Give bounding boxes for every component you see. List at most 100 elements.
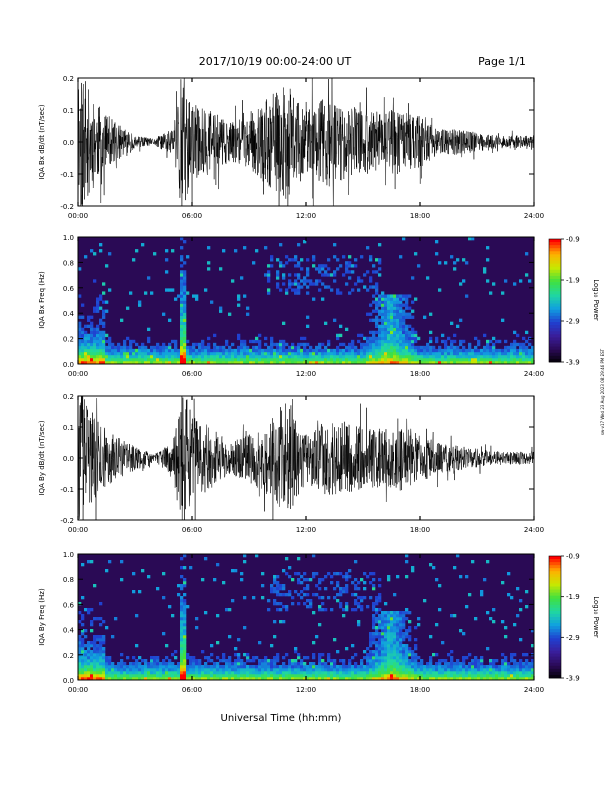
heatmap-cell	[120, 578, 124, 582]
heatmap-cell	[183, 659, 187, 663]
heatmap-cell	[369, 638, 373, 642]
heatmap-cell	[108, 360, 112, 365]
heatmap-cell	[426, 345, 430, 350]
heatmap-cell	[204, 354, 208, 359]
heatmap-cell	[375, 330, 379, 335]
heatmap-cell	[279, 360, 283, 365]
heatmap-cell	[243, 342, 247, 347]
heatmap-cell	[81, 360, 85, 365]
heatmap-cell	[228, 360, 232, 365]
heatmap-cell	[267, 276, 271, 280]
heatmap-cell	[405, 653, 409, 657]
heatmap-cell	[399, 641, 403, 645]
heatmap-cell	[288, 677, 292, 681]
heatmap-cell	[156, 587, 160, 591]
heatmap-cell	[231, 354, 235, 359]
heatmap-cell	[294, 572, 298, 576]
heatmap-cell	[378, 623, 382, 627]
heatmap-cell	[249, 354, 253, 359]
heatmap-cell	[525, 252, 529, 256]
heatmap-cell	[261, 357, 265, 362]
heatmap-cell	[330, 273, 334, 277]
heatmap-cell	[471, 659, 475, 663]
heatmap-cell	[153, 252, 157, 256]
heatmap-cell	[297, 357, 301, 362]
heatmap-cell	[156, 659, 160, 663]
heatmap-cell	[306, 584, 310, 588]
heatmap-cell	[408, 665, 412, 669]
heatmap-cell	[249, 668, 253, 672]
heatmap-cell	[336, 584, 340, 588]
heatmap-cell	[129, 668, 133, 672]
heatmap-cell	[231, 668, 235, 672]
heatmap-cell	[243, 348, 247, 353]
heatmap-cell	[294, 360, 298, 365]
heatmap-cell	[426, 342, 430, 347]
heatmap-cell	[189, 665, 193, 669]
heatmap-cell	[522, 348, 526, 353]
heatmap-cell	[237, 357, 241, 362]
heatmap-cell	[282, 273, 286, 277]
heatmap-cell	[360, 279, 364, 283]
heatmap-cell	[528, 668, 532, 672]
heatmap-cell	[381, 330, 385, 335]
heatmap-cell	[519, 357, 523, 362]
heatmap-cell	[417, 674, 421, 678]
heatmap-cell	[390, 617, 394, 621]
heatmap-cell	[519, 671, 523, 675]
heatmap-cell	[267, 291, 271, 295]
heatmap-cell	[216, 668, 220, 672]
heatmap-cell	[351, 270, 355, 274]
heatmap-cell	[375, 644, 379, 648]
heatmap-cell	[141, 345, 145, 350]
heatmap-cell	[489, 345, 493, 350]
heatmap-cell	[186, 668, 190, 672]
colorbar-segment	[549, 617, 561, 621]
heatmap-cell	[180, 659, 184, 663]
heatmap-cell	[408, 339, 412, 344]
heatmap-cell	[399, 324, 403, 329]
heatmap-cell	[339, 354, 343, 359]
heatmap-cell	[183, 608, 187, 612]
heatmap-cell	[327, 360, 331, 365]
heatmap-cell	[405, 312, 409, 316]
heatmap-cell	[288, 273, 292, 277]
heatmap-cell	[201, 342, 205, 347]
heatmap-cell	[213, 665, 217, 669]
heatmap-cell	[243, 662, 247, 666]
heatmap-cell	[372, 572, 376, 576]
heatmap-cell	[171, 351, 175, 356]
heatmap-cell	[471, 348, 475, 353]
heatmap-cell	[348, 291, 352, 295]
heatmap-cell	[228, 357, 232, 362]
heatmap-cell	[207, 656, 211, 660]
heatmap-cell	[120, 674, 124, 678]
heatmap-cell	[429, 671, 433, 675]
heatmap-cell	[330, 665, 334, 669]
heatmap-cell	[78, 674, 82, 678]
heatmap-cell	[405, 554, 409, 558]
heatmap-cell	[399, 330, 403, 335]
heatmap-cell	[297, 572, 301, 576]
heatmap-cell	[435, 668, 439, 672]
heatmap-cell	[402, 626, 406, 630]
heatmap-cell	[456, 345, 460, 350]
heatmap-cell	[279, 342, 283, 347]
heatmap-cell	[276, 258, 280, 262]
heatmap-cell	[222, 360, 226, 365]
heatmap-cell	[414, 638, 418, 642]
heatmap-cell	[384, 321, 388, 325]
heatmap-cell	[90, 330, 94, 335]
heatmap-cell	[429, 677, 433, 681]
heatmap-cell	[447, 668, 451, 672]
heatmap-cell	[417, 677, 421, 681]
heatmap-cell	[129, 665, 133, 669]
heatmap-cell	[378, 261, 382, 265]
heatmap-cell	[93, 584, 97, 588]
heatmap-cell	[432, 566, 436, 570]
heatmap-cell	[468, 348, 472, 353]
heatmap-cell	[78, 647, 82, 651]
heatmap-cell	[363, 674, 367, 678]
heatmap-cell	[144, 348, 148, 353]
heatmap-cell	[96, 662, 100, 666]
